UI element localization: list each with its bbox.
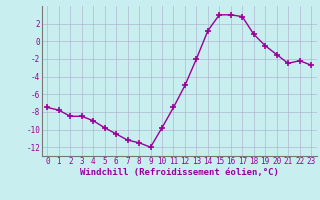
X-axis label: Windchill (Refroidissement éolien,°C): Windchill (Refroidissement éolien,°C) [80,168,279,177]
